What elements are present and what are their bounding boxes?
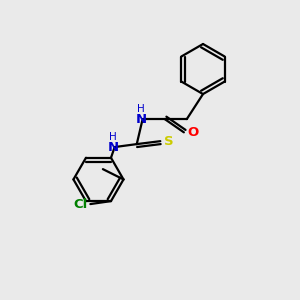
Text: Cl: Cl bbox=[73, 198, 87, 211]
Text: O: O bbox=[188, 126, 199, 139]
Text: N: N bbox=[136, 112, 147, 126]
Text: H: H bbox=[137, 104, 145, 114]
Text: N: N bbox=[108, 141, 119, 154]
Text: S: S bbox=[164, 135, 173, 148]
Text: H: H bbox=[109, 132, 117, 142]
